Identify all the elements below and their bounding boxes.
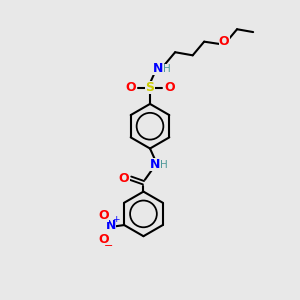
Text: S: S: [146, 81, 154, 94]
Text: O: O: [219, 35, 230, 48]
Text: H: H: [163, 64, 170, 74]
Text: H: H: [160, 160, 168, 170]
Text: O: O: [98, 232, 109, 245]
Text: N: N: [106, 219, 116, 232]
Text: O: O: [119, 172, 130, 185]
Text: N: N: [152, 62, 163, 75]
Text: O: O: [125, 81, 136, 94]
Text: O: O: [164, 81, 175, 94]
Text: −: −: [104, 241, 113, 251]
Text: O: O: [98, 209, 109, 222]
Text: N: N: [150, 158, 161, 171]
Text: +: +: [112, 215, 120, 224]
